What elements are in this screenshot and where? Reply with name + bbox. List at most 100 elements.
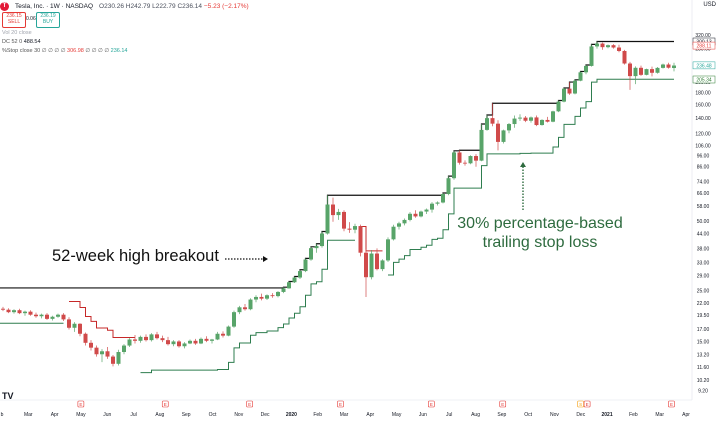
- candle-body: [655, 67, 660, 73]
- candle-body: [468, 156, 473, 164]
- indicator-donchian[interactable]: DC 52 0 488.54: [2, 39, 41, 45]
- candle-body: [413, 213, 418, 217]
- event-marker-letter: E: [430, 402, 433, 407]
- candle-body: [133, 339, 137, 341]
- indicator-volume[interactable]: Vol 20 close: [2, 30, 32, 36]
- candle-body: [485, 118, 489, 130]
- candle-body: [199, 338, 203, 344]
- x-tick-label: 2020: [286, 412, 297, 418]
- x-tick-label: b: [1, 412, 4, 418]
- y-tick-label: 10.20: [697, 378, 710, 384]
- x-tick-label: Aug: [155, 412, 164, 418]
- candle-body: [644, 69, 649, 75]
- x-tick-label: Apr: [51, 412, 59, 418]
- y-tick-label: 140.00: [695, 116, 711, 122]
- candle-body: [182, 343, 187, 347]
- candle-body: [215, 333, 220, 340]
- x-tick-label: Sep: [182, 412, 191, 418]
- candle-body: [28, 311, 33, 315]
- x-tick-label: May: [392, 412, 402, 418]
- trailing-stop-line-green: [0, 78, 674, 374]
- event-marker-icon: [499, 400, 507, 408]
- y-tick-label: 106.00: [695, 144, 711, 150]
- x-tick-label: Mar: [24, 412, 33, 418]
- candle-body: [1, 308, 5, 310]
- indicator-donchian-value: 488.54: [23, 39, 41, 45]
- candle-body: [545, 119, 550, 122]
- candle-body: [232, 312, 236, 327]
- event-marker-icon: [428, 400, 435, 408]
- symbol-title[interactable]: Tesla, Inc. · 1W · NASDAQ: [15, 2, 94, 10]
- y-tick-label: 33.00: [697, 261, 710, 267]
- candle-body: [122, 345, 126, 353]
- candle-body: [358, 226, 363, 253]
- trailing-stop-line-2: trailing stop loss: [482, 234, 598, 251]
- candle-body: [529, 117, 533, 121]
- y-tick-label: 160.00: [695, 102, 711, 108]
- trailing-arrowhead: [520, 162, 526, 167]
- candle-body: [281, 288, 286, 292]
- buy-button[interactable]: 236.19 BUY: [36, 12, 60, 28]
- candle-body: [479, 129, 484, 161]
- candle-body: [595, 43, 599, 47]
- x-tick-label: Apr: [682, 412, 690, 418]
- candle-body: [83, 333, 88, 343]
- candle-body: [188, 340, 192, 344]
- candle-body: [584, 65, 588, 73]
- candle-body: [342, 211, 346, 229]
- x-tick-label: Oct: [209, 412, 217, 418]
- candle-body: [155, 334, 159, 339]
- candle-body: [540, 119, 544, 126]
- candle-body: [127, 339, 132, 346]
- candle-body: [628, 63, 632, 77]
- price-change: −5.23 (−2.17%): [203, 2, 249, 10]
- y-tick-label: 9.20: [698, 388, 708, 394]
- y-tick-label: 44.00: [697, 232, 710, 238]
- tesla-logo-icon: T: [0, 1, 9, 11]
- y-tick-label: 66.00: [697, 191, 710, 197]
- candle-body: [419, 211, 423, 217]
- candle-body: [617, 47, 621, 51]
- x-tick-label: Feb: [629, 412, 638, 418]
- candle-body: [512, 118, 517, 125]
- y-tick-label: 74.00: [697, 180, 710, 186]
- candle-body: [518, 117, 522, 119]
- candle-body: [314, 246, 319, 249]
- candle-body: [347, 228, 352, 230]
- indicator-volume-label: Vol 20 close: [2, 30, 32, 36]
- price-label-box: [692, 75, 716, 84]
- buy-label: BUY: [42, 19, 54, 25]
- candle-body: [226, 326, 231, 336]
- indicator-stop-value-green: 236.14: [110, 48, 128, 54]
- candle-body: [298, 271, 302, 278]
- event-marker-icon: [77, 400, 85, 408]
- candle-body: [463, 162, 467, 164]
- y-tick-label: 19.50: [697, 313, 710, 319]
- candle-body: [259, 296, 264, 299]
- candle-body: [320, 233, 324, 247]
- candle-body: [336, 211, 341, 216]
- candle-body: [402, 219, 407, 224]
- candle-body: [507, 124, 511, 131]
- candle-body: [34, 314, 38, 317]
- indicator-stop-mid: ∅ ∅ ∅ ∅: [85, 48, 110, 54]
- candle-body: [650, 69, 654, 73]
- candle-body: [78, 323, 82, 334]
- indicator-percent-stop[interactable]: %Stop close 30 ∅ ∅ ∅ ∅ 306.98 ∅ ∅ ∅ ∅ 23…: [2, 48, 128, 54]
- x-tick-label: Oct: [524, 412, 532, 418]
- candle-body: [171, 341, 176, 345]
- candle-body: [633, 67, 638, 77]
- candle-body: [375, 253, 379, 270]
- candle-body: [457, 152, 462, 163]
- sell-button[interactable]: 236.15 SELL: [2, 12, 26, 28]
- candle-body: [23, 311, 27, 314]
- currency-label[interactable]: USD: [703, 2, 716, 8]
- candle-body: [160, 338, 165, 341]
- candle-body: [430, 203, 434, 210]
- candle-body: [204, 338, 209, 341]
- event-marker-letter: E: [586, 402, 589, 407]
- y-tick-label: 58.00: [697, 204, 710, 210]
- event-marker-icon: [577, 400, 584, 408]
